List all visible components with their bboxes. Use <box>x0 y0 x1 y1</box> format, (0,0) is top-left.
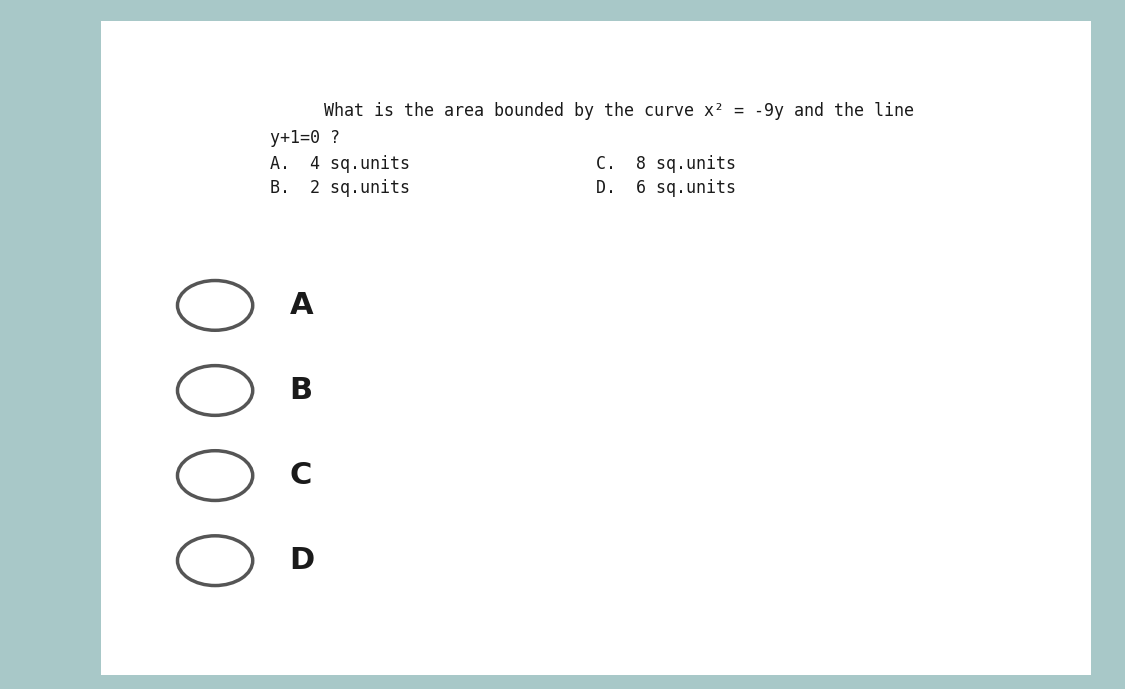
Text: C.  8 sq.units: C. 8 sq.units <box>596 155 736 173</box>
Text: y+1=0 ?: y+1=0 ? <box>270 129 340 147</box>
Text: A: A <box>289 291 313 320</box>
Text: D: D <box>289 546 315 575</box>
Text: A.  4 sq.units: A. 4 sq.units <box>270 155 410 173</box>
Text: B.  2 sq.units: B. 2 sq.units <box>270 179 410 197</box>
FancyBboxPatch shape <box>101 21 1091 675</box>
Text: C: C <box>289 461 312 490</box>
Text: What is the area bounded by the curve x² = -9y and the line: What is the area bounded by the curve x²… <box>324 103 914 121</box>
Text: D.  6 sq.units: D. 6 sq.units <box>596 179 736 197</box>
Text: B: B <box>289 376 313 405</box>
